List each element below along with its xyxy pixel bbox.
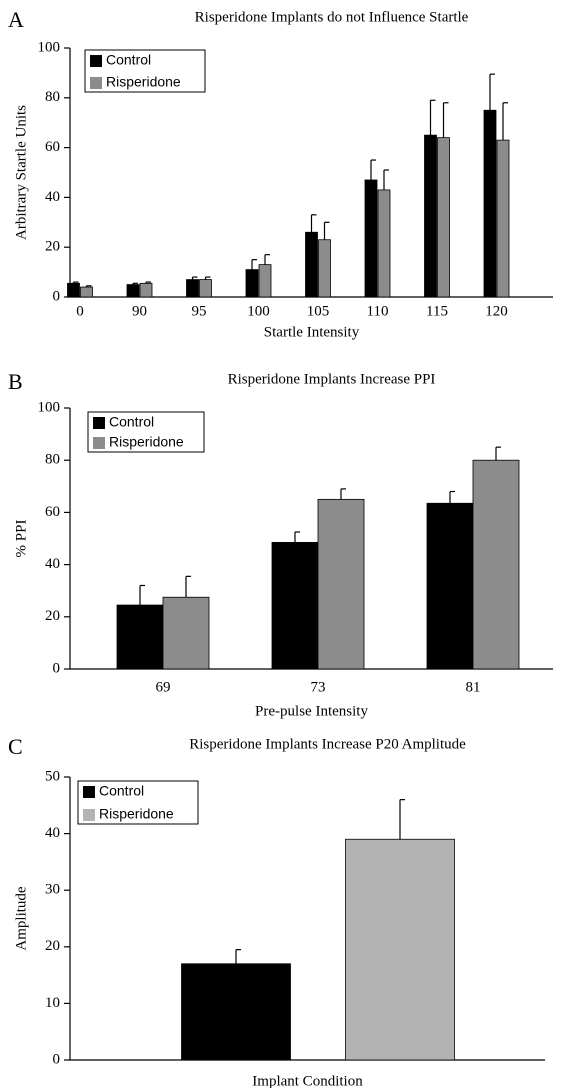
y-tick-label: 20	[45, 938, 60, 954]
legend-box	[77, 780, 199, 825]
bar	[80, 286, 93, 298]
y-axis-label: % PPI	[13, 520, 29, 558]
y-tick-label: 0	[53, 660, 61, 676]
legend-label: Risperidone	[106, 74, 181, 90]
chart-title: Risperidone Implants Increase P20 Amplit…	[189, 736, 466, 752]
x-tick-label: 120	[485, 303, 508, 319]
chart-title: Risperidone Implants do not Influence St…	[195, 9, 469, 25]
x-tick-label: 115	[426, 303, 448, 319]
legend-label: Control	[99, 783, 144, 799]
bar	[424, 134, 437, 298]
y-tick-label: 50	[45, 768, 60, 784]
y-tick-label: 40	[45, 825, 60, 841]
bar	[305, 231, 318, 298]
bar	[437, 137, 450, 298]
x-tick-label: 0	[76, 303, 84, 319]
bar	[318, 239, 331, 298]
legend-box	[84, 49, 206, 93]
y-tick-label: 100	[38, 39, 61, 55]
y-tick-label: 30	[45, 882, 60, 898]
y-axis-label: Amplitude	[13, 886, 29, 951]
y-tick-label: 20	[45, 239, 60, 255]
x-tick-label: 73	[311, 679, 326, 695]
x-tick-label: 81	[466, 679, 481, 695]
bar	[364, 179, 378, 298]
x-axis-label: Startle Intensity	[264, 324, 360, 340]
legend-label: Control	[109, 414, 154, 430]
legend-swatch	[90, 55, 102, 67]
bar	[116, 604, 164, 670]
x-tick-label: 100	[247, 303, 270, 319]
y-tick-label: 20	[45, 608, 60, 624]
bar	[199, 279, 212, 298]
panel-letter: C	[8, 734, 23, 759]
bar	[496, 139, 510, 298]
x-tick-label: 105	[307, 303, 330, 319]
bar	[139, 282, 153, 298]
x-axis-label: Pre-pulse Intensity	[255, 703, 368, 719]
y-tick-label: 40	[45, 556, 60, 572]
bar	[186, 279, 199, 298]
bar	[483, 109, 497, 298]
y-axis-label: Arbitrary Startle Units	[13, 105, 29, 240]
bar	[181, 963, 291, 1061]
bar	[472, 459, 520, 670]
bar	[67, 282, 80, 298]
legend-swatch	[90, 77, 102, 89]
x-tick-label: 95	[192, 303, 207, 319]
legend-swatch	[83, 786, 95, 798]
y-tick-label: 60	[45, 504, 60, 520]
bar	[271, 542, 319, 670]
legend-label: Risperidone	[109, 434, 184, 450]
bar	[345, 838, 455, 1061]
bar	[258, 264, 272, 298]
bar	[126, 284, 140, 298]
chart-title: Risperidone Implants Increase PPI	[228, 371, 436, 387]
y-tick-label: 60	[45, 139, 60, 155]
y-tick-label: 0	[53, 1051, 61, 1067]
y-tick-label: 100	[38, 399, 61, 415]
legend-swatch	[83, 809, 95, 821]
y-tick-label: 0	[53, 288, 61, 304]
panel-letter: B	[8, 369, 23, 394]
y-tick-label: 80	[45, 452, 60, 468]
y-tick-label: 10	[45, 995, 60, 1011]
x-tick-label: 90	[132, 303, 147, 319]
legend-swatch	[93, 437, 105, 449]
x-axis-label: Implant Condition	[252, 1073, 363, 1088]
panel-letter: A	[8, 7, 24, 32]
legend-label: Control	[106, 52, 151, 68]
bar	[245, 269, 259, 298]
bar	[377, 189, 391, 298]
bar	[162, 596, 210, 670]
x-tick-label: 110	[367, 303, 389, 319]
legend-box	[87, 411, 205, 453]
x-tick-label: 69	[156, 679, 171, 695]
legend-label: Risperidone	[99, 806, 174, 822]
bar	[426, 502, 474, 670]
y-tick-label: 40	[45, 189, 60, 205]
legend-swatch	[93, 417, 105, 429]
bar	[317, 498, 365, 670]
y-tick-label: 80	[45, 89, 60, 105]
